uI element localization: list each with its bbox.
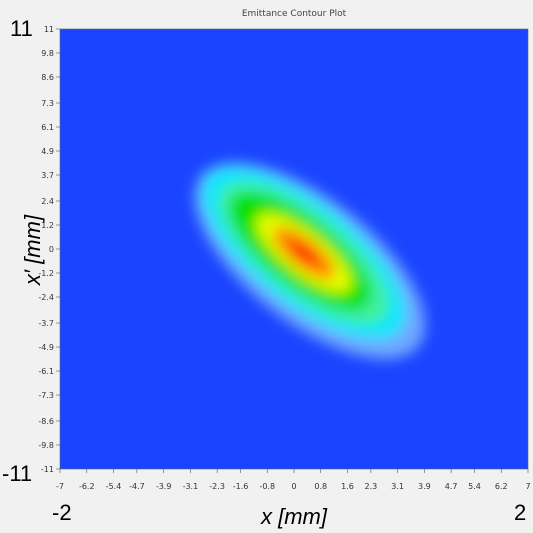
y-axis-ticks: 11 9.8 8.6 7.3 6.1 4.9 3.7 2.4 1.2 0 -1.2 -2.4 -3.7 -… (38, 25, 60, 474)
y-tick-label: 1.2 (41, 221, 54, 230)
x-tick-label: -1.6 (233, 482, 249, 491)
x-tick-label: 1.6 (341, 482, 354, 491)
y-tick-label: 2.4 (41, 197, 54, 206)
y-tick-label: -6.1 (38, 367, 54, 376)
x-tick-label: 0 (291, 482, 296, 491)
x-tick-label: 3.9 (418, 482, 431, 491)
y-tick-label: 6.1 (41, 123, 54, 132)
contour-level-6 (289, 240, 319, 266)
outer-xmin-label: -2 (52, 500, 72, 525)
y-tick-label: -7.3 (38, 391, 54, 400)
y-tick-label: -11 (41, 465, 54, 474)
x-tick-label: 2.3 (365, 482, 378, 491)
y-tick-label: 4.9 (41, 147, 54, 156)
outer-ymin-label: -11 (2, 461, 32, 486)
x-tick-label: -3.9 (156, 482, 172, 491)
y-tick-label: 7.3 (41, 99, 54, 108)
outer-xmax-label: 2 (514, 500, 526, 525)
y-tick-label: 8.6 (41, 73, 54, 82)
x-tick-label: -0.8 (259, 482, 275, 491)
y-tick-label: 9.8 (41, 49, 54, 58)
x-tick-label: -5.4 (106, 482, 122, 491)
x-tick-label: -2.3 (209, 482, 225, 491)
outer-ymax-label: 11 (10, 16, 33, 41)
y-tick-label: -3.7 (38, 319, 54, 328)
y-tick-label: 11 (44, 25, 54, 34)
density-contours (194, 162, 426, 360)
x-tick-label: -3.1 (183, 482, 199, 491)
y-axis-label: x′ [mm] (20, 214, 45, 286)
x-tick-label: 5.4 (468, 482, 481, 491)
x-axis-label: x [mm] (260, 504, 328, 529)
chart-title: Emittance Contour Plot (241, 9, 347, 19)
y-tick-label: -1.2 (38, 269, 54, 278)
x-tick-label: -6.2 (79, 482, 95, 491)
x-tick-label: 3.1 (391, 482, 404, 491)
y-tick-label: -4.9 (38, 343, 54, 352)
x-tick-label: 7 (525, 482, 530, 491)
y-tick-label: -2.4 (38, 293, 54, 302)
x-tick-label: -7 (56, 482, 64, 491)
x-tick-label: 4.7 (445, 482, 458, 491)
x-tick-label: 0.8 (314, 482, 327, 491)
x-axis-ticks: -7 -6.2 -5.4 -4.7 -3.9 -3.1 -2.3 -1.6 -0.8 0 0.8 1.… (56, 469, 531, 491)
y-tick-label: -9.8 (38, 441, 54, 450)
x-tick-label: -4.7 (129, 482, 145, 491)
y-tick-label: -8.6 (38, 417, 54, 426)
y-tick-label: 0 (49, 245, 54, 254)
y-tick-label: 3.7 (41, 171, 54, 180)
x-tick-label: 6.2 (495, 482, 508, 491)
